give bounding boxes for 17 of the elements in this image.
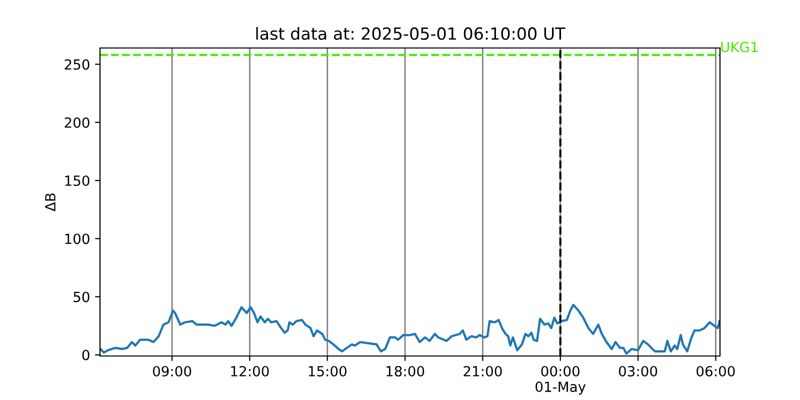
- chart-title: last data at: 2025-05-01 06:10:00 UT: [256, 27, 566, 40]
- x-tick-label: 09:00: [152, 366, 192, 376]
- x-tick-label: 03:00: [618, 366, 658, 376]
- y-tick-label: 0: [82, 350, 90, 360]
- x-tick-label: 00:00 01-May: [536, 366, 586, 395]
- x-tick-label: 12:00: [231, 366, 269, 376]
- x-tick-label: 06:00: [696, 366, 735, 376]
- y-axis-title: ΔB: [45, 193, 56, 212]
- x-tick-label: 15:00: [308, 366, 346, 376]
- y-tick-label: 250: [64, 59, 90, 70]
- ref-line-label: UKG1: [721, 42, 758, 52]
- y-tick-label: 100: [65, 234, 90, 244]
- y-tick-label: 150: [65, 175, 90, 186]
- y-tick-label: 50: [74, 292, 90, 302]
- x-tick-label: 18:00: [386, 366, 424, 376]
- x-tick-label: 21:00: [464, 366, 502, 376]
- y-tick-label: 200: [64, 117, 90, 128]
